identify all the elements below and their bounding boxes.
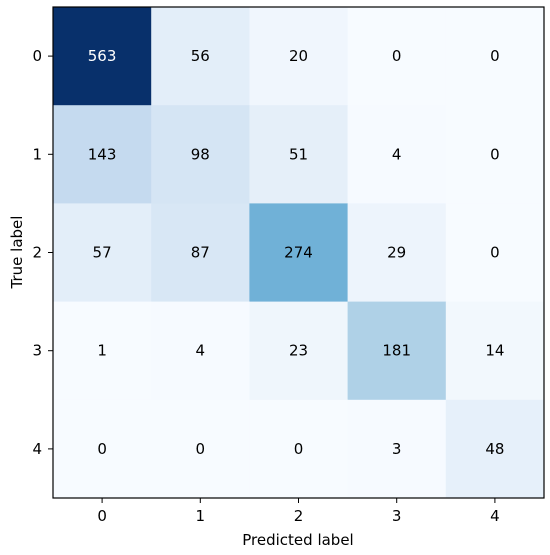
cell-value-label: 0: [294, 440, 304, 458]
heatmap-cell: [445, 7, 545, 106]
x-axis-ticks: 0 1 2 3 4: [97, 498, 500, 525]
cell-value-label: 181: [382, 342, 411, 360]
y-tick-label: 2: [32, 244, 42, 262]
heatmap-cell: [445, 301, 545, 401]
cell-value-label: 143: [88, 145, 117, 163]
heatmap-cell: [347, 399, 447, 499]
heatmap-cell: [53, 105, 152, 204]
heatmap-cell: [249, 301, 349, 401]
heatmap-cell: [53, 399, 152, 499]
cell-value-label: 4: [196, 342, 206, 360]
cell-value-label: 57: [93, 244, 112, 262]
cell-value-label: 20: [289, 47, 308, 65]
cell-value-label: 0: [392, 47, 402, 65]
heatmap-cell: [347, 301, 447, 401]
cell-value-label: 14: [485, 342, 504, 360]
y-tick-label: 1: [32, 145, 42, 163]
cell-value-label: 0: [490, 244, 500, 262]
cell-value-label: 0: [490, 47, 500, 65]
cell-value-label: 51: [289, 145, 308, 163]
heatmap-cell: [249, 105, 349, 204]
heatmap-cell: [151, 301, 250, 401]
x-tick-label: 2: [294, 507, 304, 525]
cell-value-label: 1: [97, 342, 107, 360]
heatmap-cell: [249, 203, 349, 303]
heatmap-cell: [53, 203, 152, 303]
cell-value-label: 98: [191, 145, 210, 163]
y-tick-label: 4: [32, 440, 42, 458]
x-axis-label: Predicted label: [242, 531, 353, 549]
cell-value-label: 29: [387, 244, 406, 262]
y-tick-label: 0: [32, 47, 42, 65]
heatmap-cell: [445, 399, 545, 499]
cell-value-label: 274: [284, 244, 313, 262]
x-tick-label: 1: [196, 507, 206, 525]
heatmap-cell: [151, 7, 250, 106]
cell-value-label: 56: [191, 47, 210, 65]
heatmap-cell: [347, 7, 447, 106]
cell-value-label: 0: [196, 440, 206, 458]
x-tick-label: 0: [97, 507, 107, 525]
x-tick-label: 4: [490, 507, 500, 525]
cell-value-label: 3: [392, 440, 402, 458]
heatmap-cell: [151, 203, 250, 303]
heatmap-cell: [445, 105, 545, 204]
y-axis-ticks: 0 1 2 3 4: [32, 47, 53, 458]
cell-value-label: 0: [97, 440, 107, 458]
heatmap-cell: [151, 105, 250, 204]
x-tick-label: 3: [392, 507, 402, 525]
heatmap-cell: [53, 7, 152, 106]
cell-value-label: 87: [191, 244, 210, 262]
heatmap-cell: [249, 7, 349, 106]
cell-value-label: 4: [392, 145, 402, 163]
cell-value-label: 48: [485, 440, 504, 458]
heatmap-cell: [445, 203, 545, 303]
y-axis-label: True label: [8, 216, 26, 290]
heatmap-cell: [249, 399, 349, 499]
heatmap-cell: [347, 203, 447, 303]
y-tick-label: 3: [32, 342, 42, 360]
cell-value-label: 563: [88, 47, 117, 65]
heatmap-cell: [347, 105, 447, 204]
heatmap-cell: [151, 399, 250, 499]
cell-value-label: 23: [289, 342, 308, 360]
cell-value-label: 0: [490, 145, 500, 163]
heatmap-cell: [53, 301, 152, 401]
